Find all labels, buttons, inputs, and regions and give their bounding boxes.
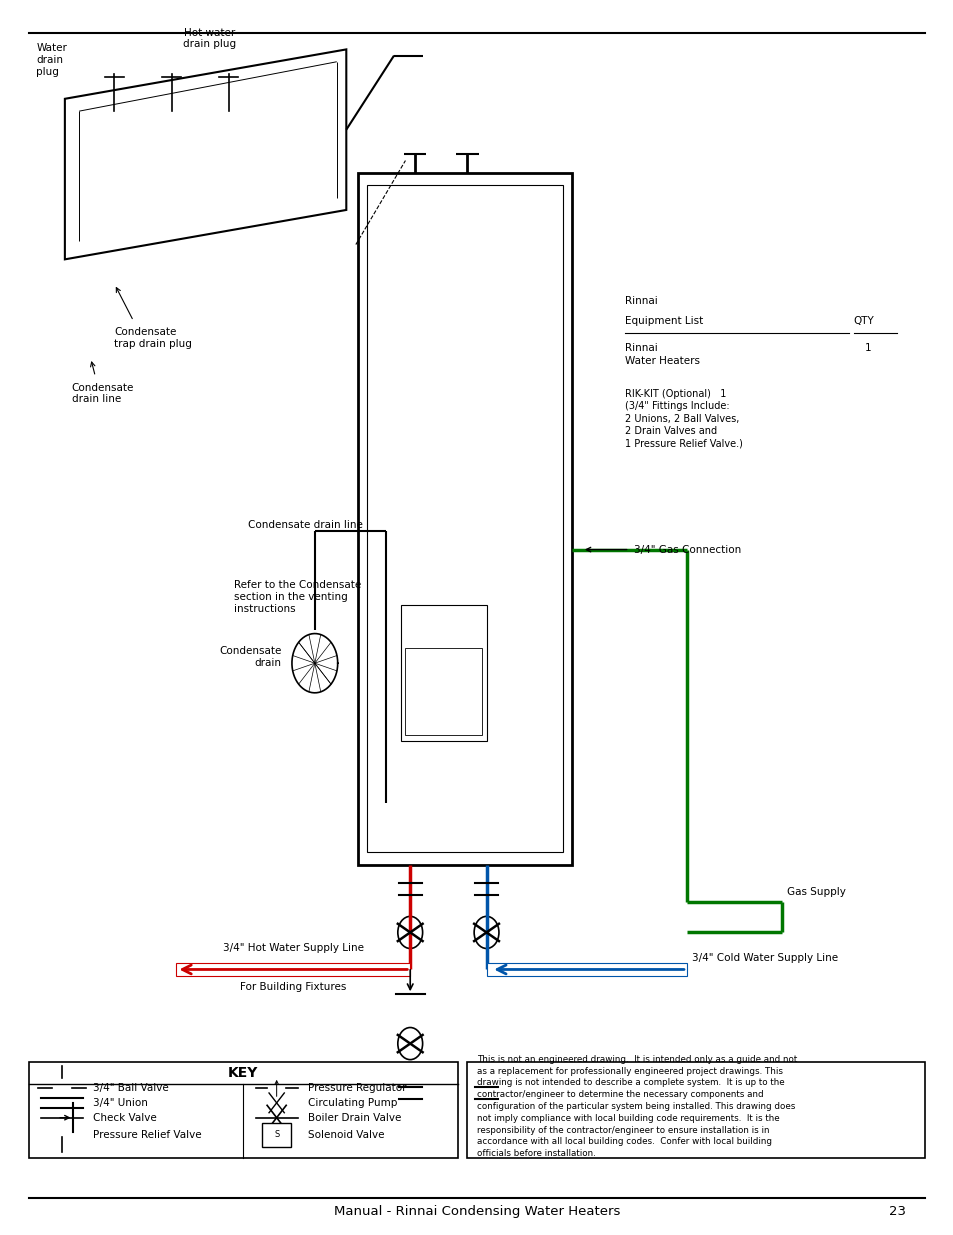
Bar [405, 648, 481, 735]
Text: Refer to the Condensate
section in the venting
instructions: Refer to the Condensate section in the v… [233, 580, 360, 614]
Text: Condensate
drain: Condensate drain [219, 646, 281, 668]
Text: Rinnai: Rinnai [624, 296, 657, 306]
Text: Rinnai
Water Heaters: Rinnai Water Heaters [624, 343, 700, 366]
Bar [262, 1123, 291, 1147]
Text: Water
drain
plug: Water drain plug [36, 43, 67, 77]
Text: This is not an engineered drawing.  It is intended only as a guide and not
as a : This is not an engineered drawing. It is… [476, 1055, 797, 1158]
Text: Circulating Pump: Circulating Pump [308, 1098, 397, 1108]
Text: Check Valve: Check Valve [93, 1113, 157, 1123]
Text: For Building Fixtures: For Building Fixtures [240, 982, 346, 992]
Text: 3/4" Cold Water Supply Line: 3/4" Cold Water Supply Line [691, 953, 837, 963]
Text: Hot water
drain plug: Hot water drain plug [183, 28, 236, 49]
Bar [367, 185, 562, 852]
Text: Condensate
drain line: Condensate drain line [71, 383, 133, 404]
Bar [176, 963, 410, 976]
Bar [467, 1062, 924, 1158]
Text: RIK-KIT (Optional)   1
(3/4" Fittings Include:
2 Unions, 2 Ball Valves,
2 Drain : RIK-KIT (Optional) 1 (3/4" Fittings Incl… [624, 389, 742, 448]
Text: Boiler Drain Valve: Boiler Drain Valve [308, 1113, 401, 1123]
Text: Pressure Relief Valve: Pressure Relief Valve [93, 1130, 202, 1140]
Text: Pressure Regulator: Pressure Regulator [308, 1083, 406, 1093]
Text: 3/4" Union: 3/4" Union [93, 1098, 149, 1108]
Text: Condensate drain line: Condensate drain line [248, 520, 362, 530]
Text: Condensate
trap drain plug: Condensate trap drain plug [114, 327, 193, 348]
Text: 1: 1 [864, 343, 870, 353]
Bar [400, 605, 486, 741]
Text: 23: 23 [888, 1205, 905, 1218]
Text: QTY: QTY [853, 316, 874, 326]
Bar [29, 1062, 457, 1158]
Text: 3/4" Ball Valve: 3/4" Ball Valve [93, 1083, 169, 1093]
Text: S: S [274, 1130, 279, 1140]
Text: Solenoid Valve: Solenoid Valve [308, 1130, 384, 1140]
Text: KEY: KEY [228, 1066, 258, 1081]
Text: 3/4" Gas Connection: 3/4" Gas Connection [634, 545, 740, 555]
Text: 3/4" Hot Water Supply Line: 3/4" Hot Water Supply Line [223, 944, 363, 953]
Text: Equipment List: Equipment List [624, 316, 702, 326]
Bar [486, 963, 686, 976]
Text: Gas Supply: Gas Supply [786, 887, 845, 897]
Text: Manual - Rinnai Condensing Water Heaters: Manual - Rinnai Condensing Water Heaters [334, 1205, 619, 1218]
Bar [357, 173, 572, 864]
